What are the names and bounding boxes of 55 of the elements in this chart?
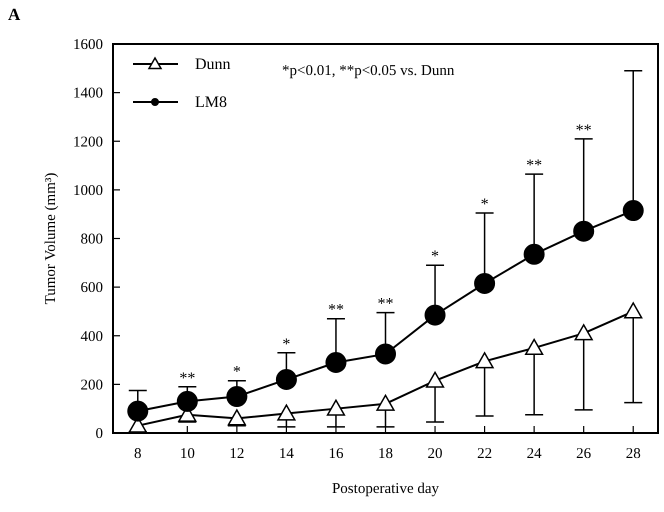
x-tick-label: 16	[328, 446, 344, 462]
point	[228, 409, 246, 426]
y-tick-label: 1600	[73, 37, 103, 53]
point	[624, 302, 642, 318]
x-tick-label: 26	[576, 446, 592, 462]
y-tick-label: 0	[96, 426, 103, 442]
point	[226, 386, 248, 408]
text: A	[8, 5, 21, 24]
point	[622, 200, 644, 222]
y-tick-label: 1400	[73, 86, 103, 102]
x-tick-label: 28	[626, 446, 641, 462]
point	[375, 343, 396, 364]
y-tick-label: 1200	[73, 134, 103, 150]
point	[475, 352, 494, 368]
point	[276, 369, 297, 390]
point	[574, 324, 593, 340]
point	[326, 400, 346, 416]
y-axis-title: Tumor Volume (mm³)	[43, 172, 59, 304]
x-tick-label: 14	[278, 446, 294, 462]
annotation: *	[480, 196, 489, 213]
annotation: **	[328, 302, 344, 319]
annotation: *	[282, 336, 290, 353]
x-tick-label: 12	[229, 446, 244, 462]
point	[376, 394, 395, 411]
x-tick-label: 8	[134, 446, 142, 462]
x-tick-label: 10	[180, 446, 195, 462]
annotation: *	[232, 364, 241, 381]
x-axis-title: Postoperative day	[332, 481, 440, 497]
point	[524, 338, 544, 355]
point	[277, 404, 296, 421]
annotation: *	[431, 248, 440, 266]
annotation: **	[526, 157, 542, 174]
point	[176, 390, 198, 412]
point	[127, 400, 148, 422]
x-tick-label: 22	[477, 446, 492, 462]
point	[524, 244, 545, 265]
point	[424, 304, 446, 326]
x-tick-label: 20	[428, 446, 443, 462]
point	[573, 220, 594, 242]
y-tick-label: 400	[80, 328, 103, 345]
x-tick-label: 18	[378, 446, 393, 462]
annotation: **	[576, 122, 592, 139]
legend-label: Dunn	[195, 56, 231, 73]
y-tick-label: 800	[80, 232, 103, 248]
y-tick-label: 1000	[73, 182, 103, 199]
annotation: **	[378, 296, 394, 313]
point	[426, 372, 444, 388]
point	[474, 272, 496, 294]
annotation: *p<0.01, **p<0.05 vs. Dunn	[282, 63, 455, 79]
y-tick-label: 600	[80, 280, 103, 296]
x-tick-label: 24	[526, 446, 542, 462]
annotation: **	[179, 370, 196, 387]
y-tick-label: 200	[80, 377, 103, 394]
legend-label: LM8	[195, 94, 227, 111]
point	[325, 352, 346, 373]
